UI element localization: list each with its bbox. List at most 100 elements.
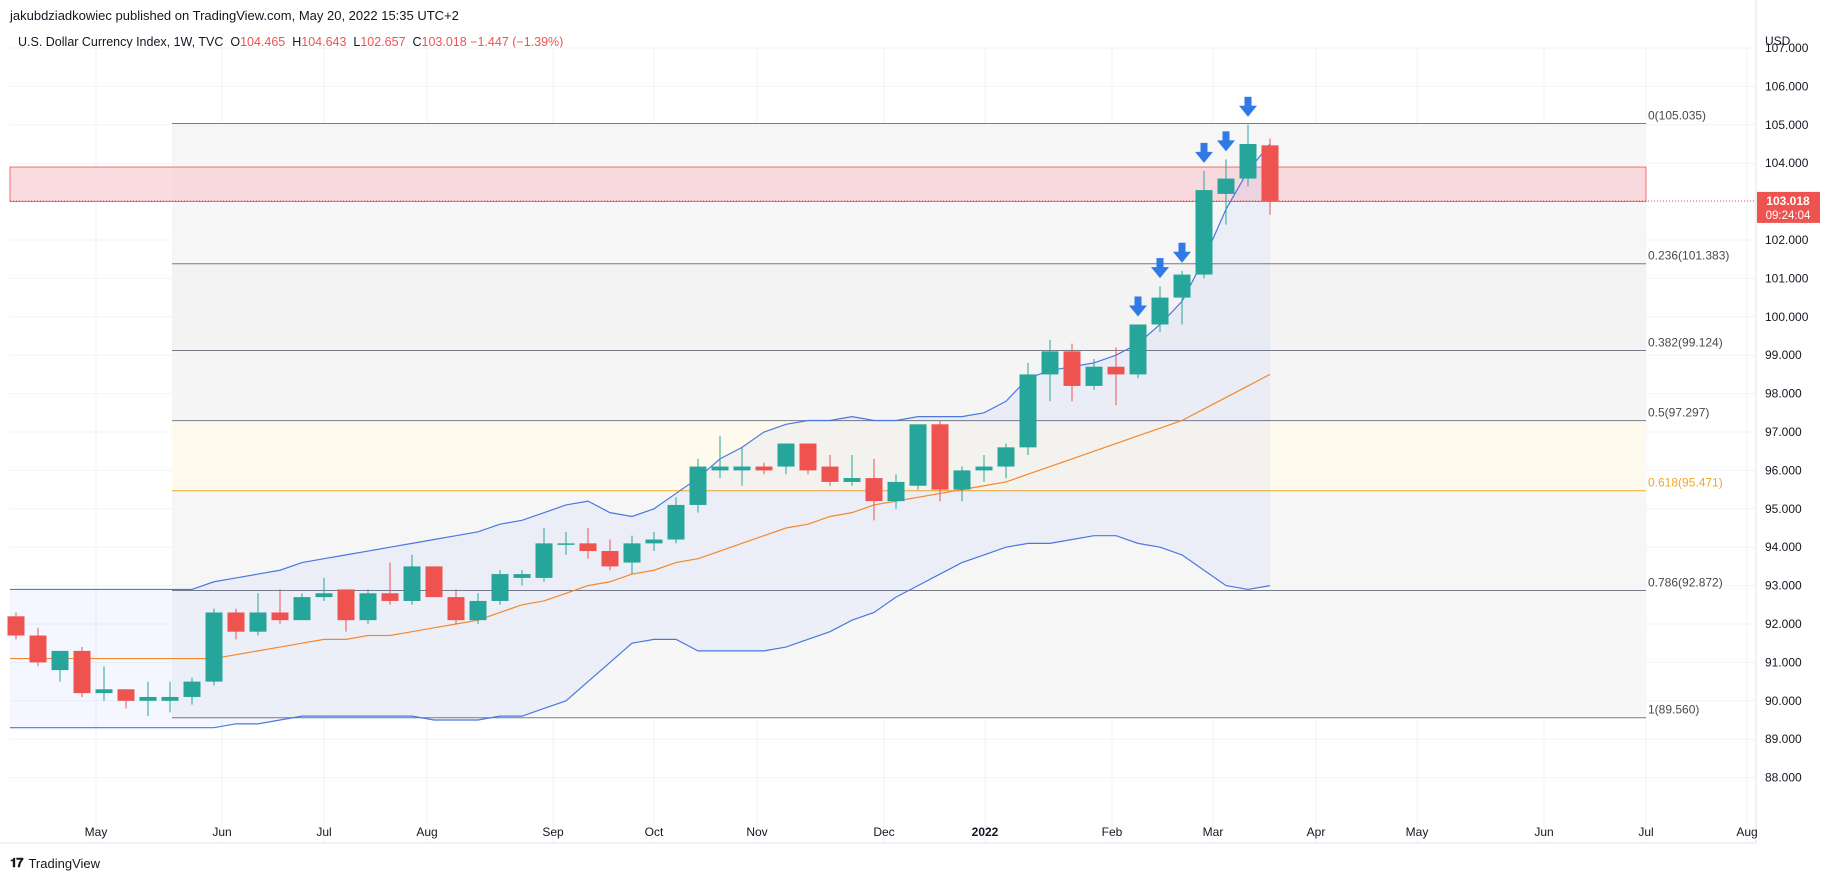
y-tick-label: 93.000 (1765, 579, 1802, 593)
candle-body (975, 466, 993, 471)
candle-body (337, 589, 355, 621)
fib-band (172, 263, 1646, 351)
y-tick-label: 106.000 (1765, 79, 1809, 93)
candle-body (689, 466, 707, 505)
candle-body (777, 443, 795, 467)
fib-level-label: 0.382(99.124) (1648, 335, 1723, 349)
candle-body (1019, 374, 1037, 448)
candle-body (1107, 366, 1125, 375)
x-tick-label: Jul (316, 825, 331, 839)
x-tick-label: Oct (645, 825, 664, 839)
candle-body (1041, 351, 1059, 375)
x-tick-label: Jun (212, 825, 231, 839)
candle-body (1195, 190, 1213, 275)
candle-body (1129, 324, 1147, 375)
x-tick-label: Aug (416, 825, 437, 839)
candle-body (535, 543, 553, 578)
change-value: −1.447 (−1.39%) (470, 35, 564, 49)
y-tick-label: 99.000 (1765, 348, 1802, 362)
y-tick-label: 107.000 (1765, 41, 1809, 55)
arrow-head (1239, 105, 1257, 117)
candle-body (623, 543, 641, 563)
y-tick-label: 89.000 (1765, 732, 1802, 746)
candle-body (183, 681, 201, 697)
candle-body (601, 551, 619, 567)
x-tick-label: Jul (1638, 825, 1653, 839)
y-tick-label: 95.000 (1765, 502, 1802, 516)
candle-body (1217, 178, 1235, 194)
footer-branding[interactable]: 𝟏𝟕 TradingView (10, 855, 100, 871)
candle-body (667, 504, 685, 540)
down-arrow-icon (1239, 96, 1257, 117)
high-value: 104.643 (301, 35, 347, 49)
candle-body (711, 466, 729, 471)
close-value: 103.018 (421, 35, 467, 49)
down-arrow-icon (1151, 258, 1169, 279)
candle-body (139, 696, 157, 701)
candle-body (1173, 274, 1191, 298)
y-tick-label: 97.000 (1765, 425, 1802, 439)
candle-body (513, 574, 531, 578)
x-tick-label: May (1406, 825, 1429, 839)
candle-body (117, 689, 135, 701)
candle-body (1239, 144, 1257, 179)
candle-body (95, 689, 113, 694)
down-arrow-icon (1173, 242, 1191, 263)
fib-band (172, 350, 1646, 421)
y-tick-label: 90.000 (1765, 694, 1802, 708)
x-tick-label: Apr (1307, 825, 1326, 839)
candle-body (1151, 297, 1169, 325)
arrow-shaft (1178, 242, 1186, 253)
x-tick-label: Mar (1203, 825, 1224, 839)
candle-body (887, 481, 905, 502)
last-price-value: 103.018 (1766, 194, 1810, 208)
high-label: H (292, 35, 302, 49)
candle-body (755, 466, 773, 471)
y-tick-label: 101.000 (1765, 271, 1809, 285)
arrow-shaft (1156, 258, 1164, 269)
fib-band (172, 590, 1646, 718)
fib-level-label: 0.618(95.471) (1648, 476, 1723, 490)
symbol-name: U.S. Dollar Currency Index, 1W, TVC (18, 35, 224, 49)
bollinger-fill (10, 144, 1270, 728)
y-tick-label: 98.000 (1765, 387, 1802, 401)
x-tick-label: May (85, 825, 108, 839)
arrow-head (1217, 140, 1235, 152)
candle-body (205, 612, 223, 682)
arrow-head (1173, 251, 1191, 263)
low-value: 102.657 (360, 35, 406, 49)
arrow-shaft (1134, 296, 1142, 307)
candle-body (403, 566, 421, 601)
x-tick-label: Jun (1534, 825, 1553, 839)
candle-body (425, 566, 443, 598)
signal-arrows (1129, 96, 1257, 317)
candle-body (997, 447, 1015, 467)
candle-body (821, 466, 839, 482)
y-tick-label: 105.000 (1765, 118, 1809, 132)
y-tick-label: 91.000 (1765, 655, 1802, 669)
brand-name: TradingView (28, 855, 101, 871)
candle-body (865, 478, 883, 502)
candle-body (359, 593, 377, 621)
candle-body (491, 574, 509, 601)
fib-level-label: 0.5(97.297) (1648, 406, 1709, 420)
x-tick-label: Feb (1102, 825, 1123, 839)
y-tick-label: 100.000 (1765, 310, 1809, 324)
candle-body (953, 470, 971, 490)
candle-body (931, 424, 949, 490)
axes: USD107.000106.000105.000104.000103.00010… (0, 0, 1820, 844)
candle-body (29, 635, 47, 663)
candle-body (469, 600, 487, 621)
candle-body (1063, 351, 1081, 386)
down-arrow-icon (1129, 296, 1147, 317)
countdown-value: 09:24:04 (1766, 210, 1811, 222)
candle-body (249, 612, 267, 632)
candle-body (843, 478, 861, 482)
candle-body (645, 539, 663, 544)
candle-body (799, 443, 817, 471)
down-arrow-icon (1195, 142, 1213, 163)
candle-body (161, 696, 179, 701)
y-tick-label: 96.000 (1765, 463, 1802, 477)
last-price-tag (1757, 191, 1820, 223)
